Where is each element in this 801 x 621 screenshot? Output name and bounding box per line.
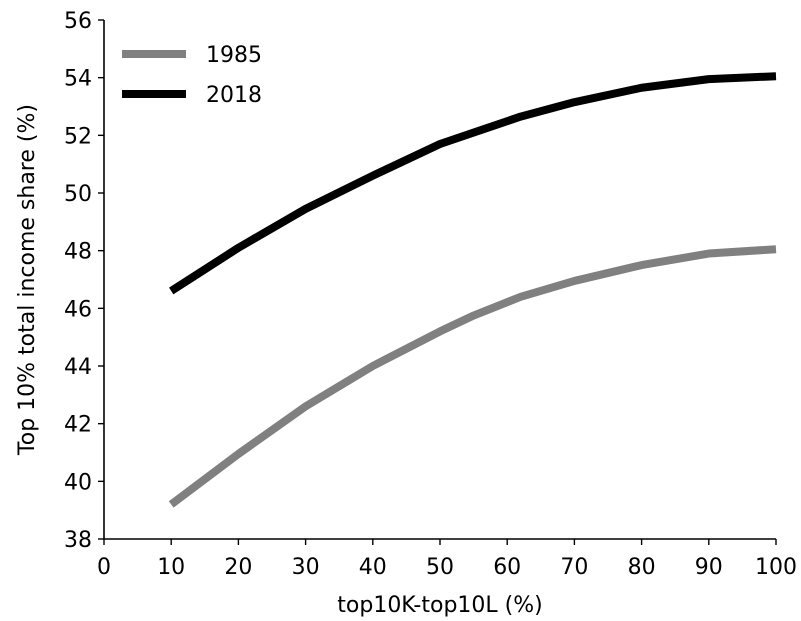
y-tick-label: 48: [64, 240, 92, 265]
y-tick-label: 42: [64, 413, 92, 438]
y-axis-title: Top 10% total income share (%): [15, 104, 40, 456]
x-tick-label: 80: [628, 555, 656, 580]
y-tick-label: 40: [64, 470, 92, 495]
legend-label-2018: 2018: [206, 83, 262, 108]
x-axis-title: top10K-top10L (%): [337, 593, 542, 618]
y-tick-label: 44: [64, 355, 92, 380]
axes-layer: [103, 20, 776, 540]
x-tick-label: 40: [359, 555, 387, 580]
y-tick-label: 52: [64, 124, 92, 149]
y-tick-label: 50: [64, 182, 92, 207]
x-tick-label: 50: [426, 555, 454, 580]
legend: 1985 2018: [122, 43, 262, 108]
x-tick-label: 10: [157, 555, 185, 580]
x-tick-label: 70: [560, 555, 588, 580]
x-ticks: 0 10 20 30 40 50 60 70 80 90 100: [97, 539, 797, 580]
series-line-2018: [169, 72, 777, 295]
x-tick-label: 60: [493, 555, 521, 580]
x-tick-label: 30: [292, 555, 320, 580]
y-ticks: 38 40 42 44 46 48 50 52 54 56: [64, 9, 104, 553]
y-tick-label: 38: [64, 528, 92, 553]
legend-label-1985: 1985: [206, 43, 262, 68]
x-tick-label: 100: [755, 555, 797, 580]
y-tick-label: 46: [64, 297, 92, 322]
y-tick-label: 54: [64, 67, 92, 92]
x-tick-label: 20: [224, 555, 252, 580]
x-tick-label: 90: [695, 555, 723, 580]
series-line-1985: [168, 245, 777, 508]
y-tick-label: 56: [64, 9, 92, 34]
series-layer: [168, 72, 777, 508]
x-tick-label: 0: [97, 555, 111, 580]
